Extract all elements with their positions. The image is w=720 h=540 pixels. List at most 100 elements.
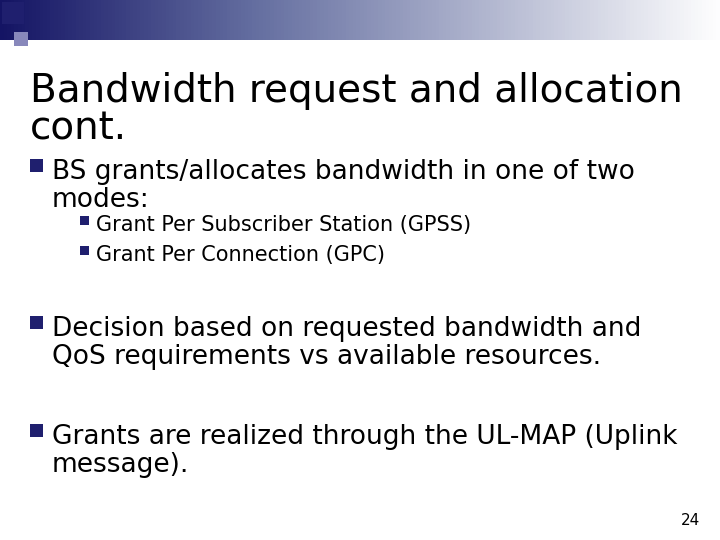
Bar bbox=[551, 0, 555, 40]
Bar bbox=[2, 2, 24, 24]
Bar bbox=[544, 0, 548, 40]
Text: 24: 24 bbox=[680, 513, 700, 528]
Bar bbox=[313, 0, 318, 40]
Bar bbox=[504, 0, 508, 40]
Bar bbox=[14, 32, 28, 46]
Bar bbox=[695, 0, 699, 40]
Bar bbox=[349, 0, 354, 40]
Bar bbox=[184, 0, 188, 40]
Bar bbox=[569, 0, 573, 40]
Bar bbox=[80, 246, 89, 254]
Bar bbox=[137, 0, 141, 40]
Bar bbox=[14, 0, 19, 40]
Bar bbox=[508, 0, 512, 40]
Bar bbox=[580, 0, 584, 40]
Bar bbox=[626, 0, 631, 40]
Bar bbox=[0, 0, 4, 40]
Bar bbox=[47, 0, 51, 40]
Text: Grant Per Connection (GPC): Grant Per Connection (GPC) bbox=[96, 245, 385, 265]
Bar bbox=[274, 0, 278, 40]
Bar bbox=[392, 0, 397, 40]
Bar bbox=[112, 0, 116, 40]
Bar bbox=[396, 0, 400, 40]
Bar bbox=[598, 0, 602, 40]
Bar bbox=[439, 0, 444, 40]
Bar bbox=[101, 0, 105, 40]
Bar bbox=[637, 0, 642, 40]
Text: Grants are realized through the UL-MAP (Uplink: Grants are realized through the UL-MAP (… bbox=[52, 424, 678, 450]
Bar bbox=[346, 0, 350, 40]
Bar bbox=[364, 0, 368, 40]
Bar bbox=[558, 0, 562, 40]
Bar bbox=[587, 0, 591, 40]
Bar bbox=[187, 0, 192, 40]
Bar bbox=[230, 0, 235, 40]
Bar bbox=[601, 0, 606, 40]
Bar bbox=[79, 0, 84, 40]
Bar bbox=[234, 0, 238, 40]
Bar bbox=[400, 0, 404, 40]
Bar bbox=[490, 0, 494, 40]
Bar bbox=[331, 0, 336, 40]
Bar bbox=[259, 0, 264, 40]
Bar bbox=[205, 0, 210, 40]
Bar bbox=[421, 0, 426, 40]
Bar bbox=[497, 0, 501, 40]
Bar bbox=[482, 0, 487, 40]
Bar bbox=[374, 0, 379, 40]
Bar bbox=[241, 0, 246, 40]
Bar bbox=[594, 0, 598, 40]
Bar bbox=[30, 423, 43, 436]
Bar bbox=[360, 0, 364, 40]
Bar bbox=[436, 0, 440, 40]
Bar bbox=[691, 0, 696, 40]
Bar bbox=[709, 0, 714, 40]
Bar bbox=[713, 0, 717, 40]
Bar bbox=[403, 0, 408, 40]
Bar bbox=[220, 0, 224, 40]
Bar bbox=[212, 0, 217, 40]
Bar bbox=[277, 0, 282, 40]
Bar bbox=[706, 0, 710, 40]
Bar bbox=[500, 0, 505, 40]
Bar bbox=[58, 0, 62, 40]
Bar bbox=[29, 0, 33, 40]
Bar bbox=[536, 0, 541, 40]
Bar bbox=[418, 0, 422, 40]
Bar bbox=[54, 0, 58, 40]
Bar bbox=[590, 0, 595, 40]
Bar bbox=[526, 0, 530, 40]
Bar bbox=[414, 0, 418, 40]
Bar bbox=[454, 0, 458, 40]
Bar bbox=[511, 0, 516, 40]
Bar bbox=[284, 0, 289, 40]
Bar bbox=[292, 0, 296, 40]
Bar bbox=[133, 0, 138, 40]
Text: Grant Per Subscriber Station (GPSS): Grant Per Subscriber Station (GPSS) bbox=[96, 215, 471, 235]
Bar bbox=[61, 0, 66, 40]
Bar bbox=[162, 0, 166, 40]
Bar bbox=[40, 0, 44, 40]
Bar bbox=[673, 0, 678, 40]
Bar bbox=[353, 0, 357, 40]
Bar bbox=[320, 0, 325, 40]
Bar bbox=[655, 0, 660, 40]
Bar bbox=[565, 0, 570, 40]
Bar bbox=[641, 0, 645, 40]
Bar bbox=[43, 0, 48, 40]
Bar bbox=[25, 0, 30, 40]
Bar bbox=[299, 0, 303, 40]
Bar bbox=[238, 0, 242, 40]
Bar bbox=[515, 0, 519, 40]
Bar bbox=[522, 0, 526, 40]
Text: modes:: modes: bbox=[52, 187, 150, 213]
Bar bbox=[90, 0, 94, 40]
Bar bbox=[36, 0, 40, 40]
Bar bbox=[529, 0, 534, 40]
Bar bbox=[464, 0, 469, 40]
Bar bbox=[562, 0, 566, 40]
Bar bbox=[86, 0, 91, 40]
Bar bbox=[166, 0, 170, 40]
Bar bbox=[108, 0, 112, 40]
Bar bbox=[295, 0, 300, 40]
